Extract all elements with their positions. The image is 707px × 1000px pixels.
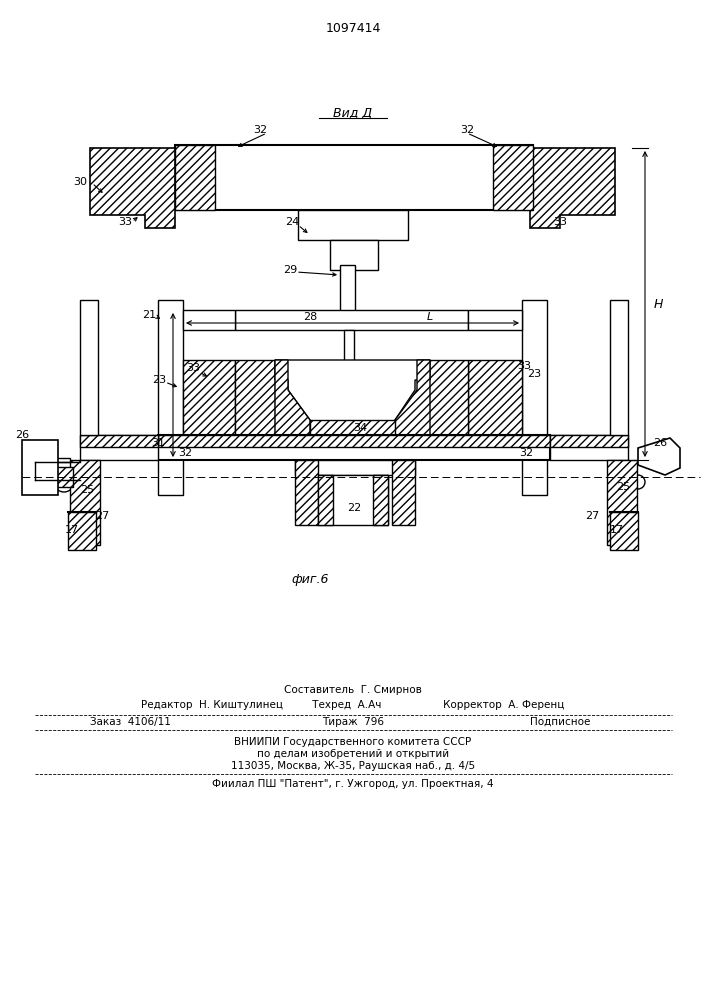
- Bar: [175, 145, 533, 210]
- Bar: [550, 435, 628, 460]
- Text: 17: 17: [65, 525, 79, 535]
- Bar: [55, 467, 73, 487]
- Text: 32: 32: [519, 448, 533, 458]
- Text: 28: 28: [303, 312, 317, 322]
- Polygon shape: [275, 360, 310, 435]
- Text: 23: 23: [152, 375, 166, 385]
- Text: 34: 34: [353, 423, 367, 433]
- Bar: [175, 145, 215, 210]
- Bar: [373, 475, 388, 525]
- Text: 32: 32: [178, 448, 192, 458]
- Text: 27: 27: [585, 511, 599, 521]
- Bar: [80, 435, 158, 460]
- Bar: [610, 512, 638, 550]
- Text: 22: 22: [347, 503, 361, 513]
- Text: Тираж  796: Тираж 796: [322, 717, 384, 727]
- Bar: [158, 435, 550, 460]
- Bar: [468, 310, 522, 330]
- Polygon shape: [310, 420, 395, 435]
- Text: Заказ  4106/11: Заказ 4106/11: [90, 717, 171, 727]
- Text: Фиилал ПШ "Патент", г. Ужгород, ул. Проектная, 4: Фиилал ПШ "Патент", г. Ужгород, ул. Прое…: [212, 779, 493, 789]
- Text: 23: 23: [527, 369, 541, 379]
- Bar: [340, 265, 355, 325]
- Polygon shape: [90, 148, 175, 228]
- Text: 30: 30: [73, 177, 87, 187]
- Text: 27: 27: [95, 511, 109, 521]
- Bar: [183, 310, 235, 330]
- Bar: [80, 435, 158, 447]
- Text: 29: 29: [283, 265, 297, 275]
- Bar: [468, 360, 522, 435]
- Text: 17: 17: [610, 525, 624, 535]
- Polygon shape: [395, 360, 430, 435]
- Text: Вид Д: Вид Д: [334, 106, 373, 119]
- Text: по делам изобретений и открытий: по делам изобретений и открытий: [257, 749, 449, 759]
- Text: 25: 25: [616, 482, 630, 492]
- Bar: [522, 300, 547, 495]
- Bar: [493, 145, 533, 210]
- Text: 32: 32: [460, 125, 474, 135]
- Bar: [344, 330, 354, 370]
- Bar: [235, 360, 275, 435]
- Bar: [428, 360, 468, 435]
- Text: L: L: [427, 312, 433, 322]
- Polygon shape: [36, 458, 70, 462]
- Text: 31: 31: [151, 438, 165, 448]
- Text: 24: 24: [285, 217, 299, 227]
- Bar: [392, 460, 415, 525]
- Text: фиг.6: фиг.6: [291, 574, 329, 586]
- Text: 32: 32: [253, 125, 267, 135]
- Bar: [158, 300, 183, 495]
- Text: H: H: [653, 298, 662, 310]
- Text: 33: 33: [118, 217, 132, 227]
- Bar: [183, 360, 235, 435]
- Text: Подписное: Подписное: [530, 717, 590, 727]
- Bar: [550, 435, 628, 447]
- Bar: [298, 210, 408, 240]
- Bar: [607, 460, 637, 545]
- Bar: [295, 460, 318, 525]
- Text: 1097414: 1097414: [325, 21, 380, 34]
- Bar: [22, 440, 58, 495]
- Bar: [158, 435, 550, 447]
- Polygon shape: [638, 438, 680, 475]
- Bar: [318, 475, 388, 525]
- Text: 33: 33: [553, 217, 567, 227]
- Text: 25: 25: [80, 485, 94, 495]
- Bar: [235, 310, 468, 330]
- Text: 26: 26: [653, 438, 667, 448]
- Text: 113035, Москва, Ж-35, Раушская наб., д. 4/5: 113035, Москва, Ж-35, Раушская наб., д. …: [231, 761, 475, 771]
- Polygon shape: [530, 148, 615, 228]
- Bar: [295, 460, 415, 475]
- Text: ВНИИПИ Государственного комитета СССР: ВНИИПИ Государственного комитета СССР: [235, 737, 472, 747]
- Text: Редактор  Н. Киштулинец         Техред  А.Ач                   Корректор  А. Фер: Редактор Н. Киштулинец Техред А.Ач Корре…: [141, 700, 565, 710]
- Bar: [68, 512, 96, 550]
- Text: 26: 26: [15, 430, 29, 440]
- Polygon shape: [275, 360, 430, 430]
- Bar: [610, 300, 628, 435]
- Text: 21: 21: [142, 310, 156, 320]
- Bar: [318, 475, 333, 525]
- Text: Составитель  Г. Смирнов: Составитель Г. Смирнов: [284, 685, 422, 695]
- Bar: [330, 240, 378, 270]
- Bar: [80, 300, 98, 435]
- Text: 33: 33: [517, 361, 531, 371]
- Text: 33: 33: [186, 363, 200, 373]
- Bar: [70, 460, 100, 545]
